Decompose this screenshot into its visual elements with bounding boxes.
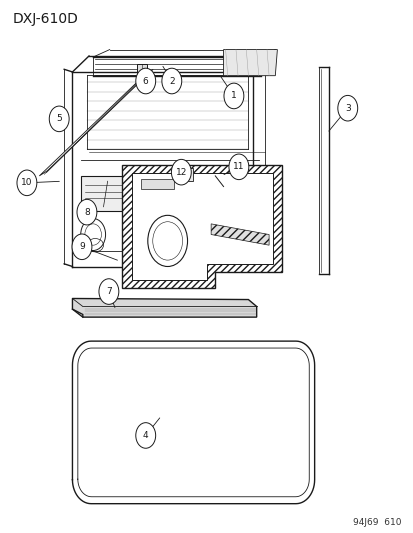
Text: 1: 1 (230, 92, 236, 100)
Text: 6: 6 (142, 77, 148, 85)
Circle shape (49, 106, 69, 132)
Polygon shape (122, 165, 281, 288)
Polygon shape (211, 224, 268, 245)
Circle shape (171, 159, 191, 185)
Text: 7: 7 (106, 287, 112, 296)
Bar (173, 168, 192, 181)
Polygon shape (223, 50, 277, 76)
Text: 4: 4 (142, 431, 148, 440)
Text: 94J69  610: 94J69 610 (352, 518, 401, 527)
Circle shape (72, 234, 92, 260)
Text: DXJ-610D: DXJ-610D (12, 12, 78, 26)
Circle shape (337, 95, 357, 121)
Text: 2: 2 (169, 77, 174, 85)
Text: 12: 12 (175, 168, 187, 176)
Circle shape (135, 68, 155, 94)
Text: 9: 9 (79, 243, 85, 251)
Circle shape (99, 279, 119, 304)
Text: 3: 3 (344, 104, 350, 112)
Circle shape (135, 423, 155, 448)
Text: 10: 10 (21, 179, 33, 187)
Bar (81, 176, 128, 211)
Polygon shape (72, 298, 256, 317)
Polygon shape (132, 173, 273, 280)
Text: 8: 8 (84, 208, 90, 216)
Circle shape (17, 170, 37, 196)
Polygon shape (39, 69, 153, 176)
Bar (140, 179, 173, 189)
Circle shape (223, 83, 243, 109)
Bar (136, 64, 147, 76)
Text: 11: 11 (233, 163, 244, 171)
Circle shape (228, 154, 248, 180)
Circle shape (77, 199, 97, 225)
Circle shape (161, 68, 181, 94)
Text: 5: 5 (56, 115, 62, 123)
Circle shape (147, 215, 187, 266)
